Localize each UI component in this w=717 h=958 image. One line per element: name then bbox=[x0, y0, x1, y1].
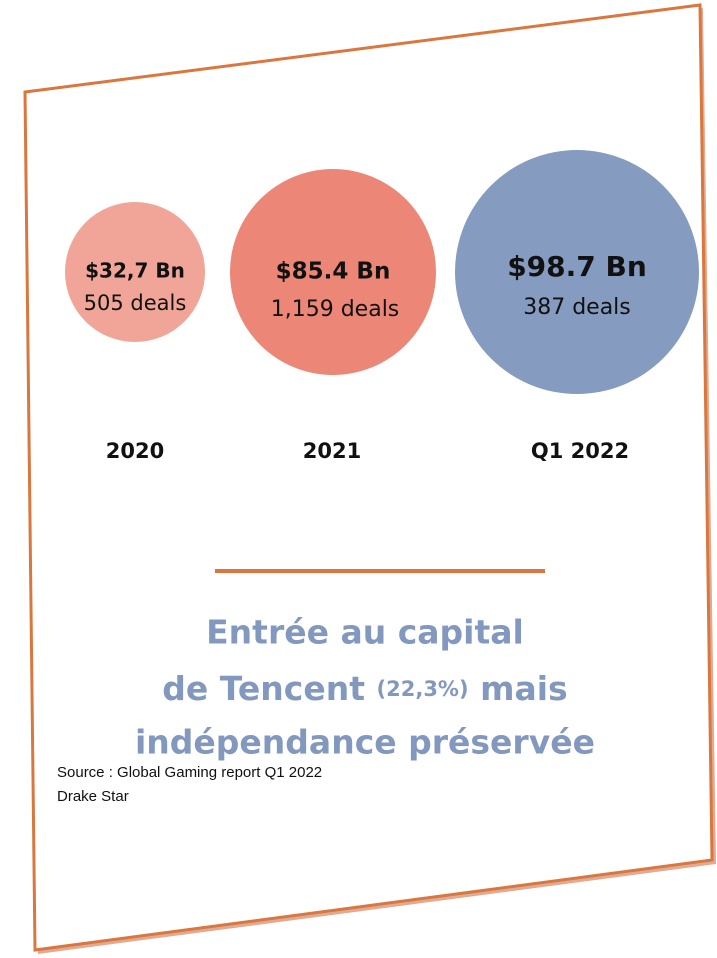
bubble bbox=[230, 169, 436, 375]
bubble bbox=[65, 202, 205, 342]
source-text: Drake Star bbox=[57, 788, 129, 805]
bubble-amount: $98.7 Bn bbox=[507, 250, 647, 283]
headline: Entrée au capital de Tencent (22,3%) mai… bbox=[135, 613, 595, 762]
bubble-deals: 505 deals bbox=[84, 291, 187, 315]
headline-line: Entrée au capital bbox=[206, 613, 524, 652]
bubble-deals: 387 deals bbox=[523, 295, 631, 320]
period-label: Q1 2022 bbox=[531, 439, 629, 463]
headline-part: mais bbox=[480, 669, 568, 708]
period-label: 2021 bbox=[303, 439, 361, 463]
period-label: 2020 bbox=[106, 439, 164, 463]
source-text: Source : Global Gaming report Q1 2022 bbox=[57, 764, 322, 781]
headline-note: (22,3%) bbox=[377, 677, 469, 701]
headline-line: de Tencent (22,3%) mais bbox=[162, 669, 567, 708]
bubble-amount: $85.4 Bn bbox=[276, 259, 391, 285]
bubble bbox=[455, 150, 699, 394]
headline-line: indépendance préservée bbox=[135, 723, 595, 762]
frame bbox=[23, 3, 714, 952]
bubble-amount: $32,7 Bn bbox=[85, 259, 185, 283]
headline-part: de Tencent bbox=[162, 669, 365, 708]
bubble-deals: 1,159 deals bbox=[271, 297, 400, 322]
